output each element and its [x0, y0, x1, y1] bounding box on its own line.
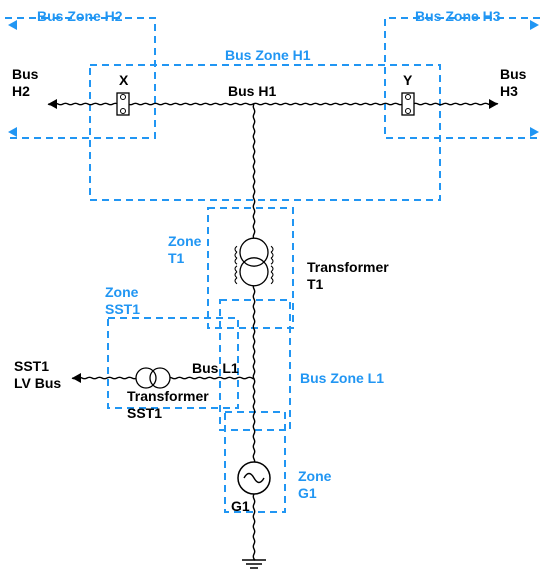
conductor-topBus	[48, 103, 498, 104]
breaker-x	[117, 93, 129, 115]
zone-h3	[385, 18, 540, 138]
arrowhead	[530, 20, 539, 30]
arrowhead	[8, 127, 17, 137]
breaker-y	[402, 93, 414, 115]
zone-h1	[90, 65, 440, 200]
arrowhead	[48, 99, 57, 109]
zone-h2	[5, 18, 155, 138]
arrowhead	[72, 373, 81, 383]
arrowhead	[530, 127, 539, 137]
arrowhead	[489, 99, 498, 109]
zone-sst1	[108, 318, 238, 408]
arrowhead	[8, 20, 17, 30]
